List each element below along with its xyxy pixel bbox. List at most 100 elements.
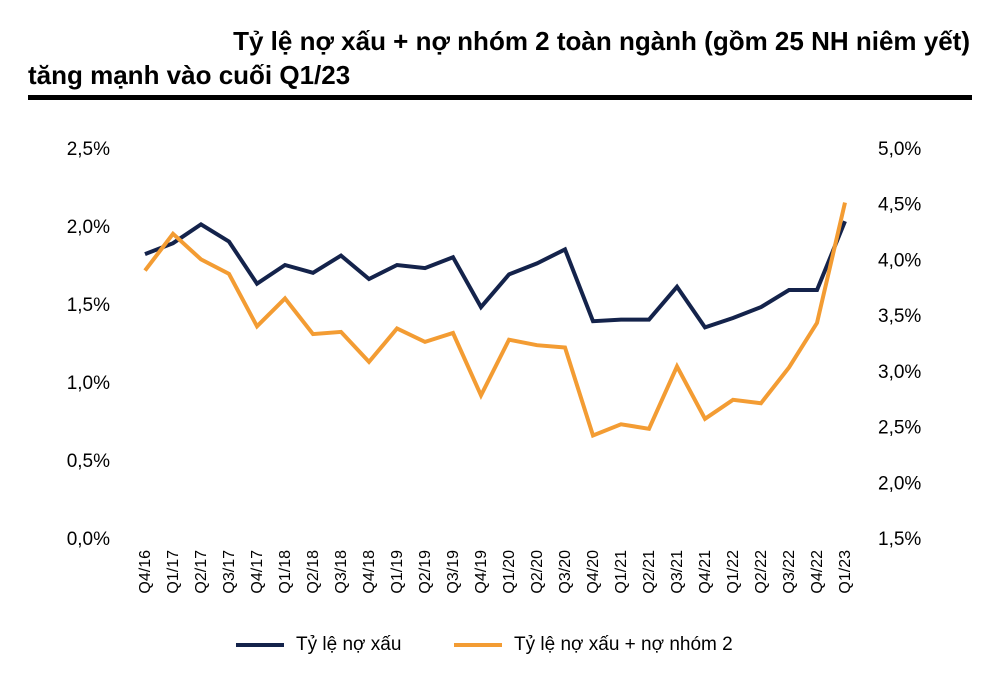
legend-item-series1: Tỷ lệ nợ xấu <box>236 634 401 656</box>
data-point-series1 <box>563 247 567 251</box>
data-point-series2 <box>591 433 595 437</box>
data-point-series1 <box>479 305 483 309</box>
right-axis: 1,5% 2,0% 2,5% 3,0% 3,5% 4,0% 4,5% 5,0% <box>878 139 921 550</box>
data-point-series2 <box>143 269 147 273</box>
legend-item-series2: Tỷ lệ nợ xấu + nợ nhóm 2 <box>454 634 733 656</box>
x-tick-label: Q1/21 <box>613 550 630 594</box>
right-tick-label: 3,5% <box>878 306 921 327</box>
data-point-series1 <box>395 263 399 267</box>
data-point-series2 <box>227 272 231 276</box>
x-tick-label: Q3/17 <box>221 550 238 594</box>
x-tick-label: Q4/21 <box>697 550 714 594</box>
data-point-series1 <box>199 222 203 226</box>
x-tick-label: Q3/20 <box>557 550 574 594</box>
data-point-series2 <box>759 401 763 405</box>
data-point-series1 <box>535 261 539 265</box>
line-chart: 0,0% 0,5% 1,0% 1,5% 2,0% 2,5% 1,5% 2,0% 2,5% 3,0… <box>67 139 922 594</box>
data-point-series2 <box>815 321 819 325</box>
x-tick-label: Q3/22 <box>781 550 798 594</box>
x-tick-label: Q4/16 <box>137 550 154 594</box>
x-tick-label: Q1/19 <box>389 550 406 594</box>
x-tick-label: Q1/23 <box>837 550 854 594</box>
right-tick-label: 2,0% <box>878 473 921 494</box>
x-tick-label: Q1/18 <box>277 550 294 594</box>
right-tick-label: 4,0% <box>878 250 921 271</box>
data-point-series2 <box>535 343 539 347</box>
right-tick-label: 1,5% <box>878 529 921 550</box>
data-point-series2 <box>507 338 511 342</box>
data-point-series2 <box>675 364 679 368</box>
data-point-series1 <box>843 219 847 223</box>
x-tick-label: Q4/18 <box>361 550 378 594</box>
data-point-series2 <box>367 360 371 364</box>
x-tick-label: Q4/17 <box>249 550 266 594</box>
series-line-1 <box>144 220 847 330</box>
left-tick-label: 2,5% <box>67 139 110 160</box>
chart-title-line1: Tỷ lệ nợ xấu + nợ nhóm 2 toàn ngành (gồm… <box>233 26 970 56</box>
x-tick-label: Q1/17 <box>165 550 182 594</box>
x-tick-label: Q1/22 <box>725 550 742 594</box>
data-point-series2 <box>283 296 287 300</box>
right-tick-label: 4,5% <box>878 195 921 216</box>
chart-title: Tỷ lệ nợ xấu + nợ nhóm 2 toàn ngành (gồm… <box>28 24 978 92</box>
left-tick-label: 0,0% <box>67 529 110 550</box>
data-point-series2 <box>647 427 651 431</box>
data-point-series1 <box>647 318 651 322</box>
data-point-series1 <box>703 325 707 329</box>
legend-swatch-series1 <box>236 643 284 647</box>
x-tick-label: Q3/18 <box>333 550 350 594</box>
data-point-series1 <box>283 263 287 267</box>
left-axis: 0,0% 0,5% 1,0% 1,5% 2,0% 2,5% <box>67 139 110 550</box>
data-point-series1 <box>423 266 427 270</box>
right-tick-label: 5,0% <box>878 139 921 160</box>
data-point-series1 <box>367 277 371 281</box>
right-tick-label: 3,0% <box>878 362 921 383</box>
data-point-series1 <box>675 285 679 289</box>
data-point-series2 <box>479 393 483 397</box>
x-tick-label: Q4/20 <box>585 550 602 594</box>
data-point-series1 <box>227 240 231 244</box>
data-point-series2 <box>731 398 735 402</box>
data-point-series1 <box>507 272 511 276</box>
data-point-series2 <box>255 324 259 328</box>
x-tick-label: Q4/19 <box>473 550 490 594</box>
data-point-series2 <box>563 345 567 349</box>
x-tick-label: Q2/17 <box>193 550 210 594</box>
left-tick-label: 1,5% <box>67 295 110 316</box>
data-point-series2 <box>787 366 791 370</box>
right-tick-label: 2,5% <box>878 418 921 439</box>
data-point-series2 <box>171 232 175 236</box>
left-tick-label: 1,0% <box>67 373 110 394</box>
data-point-series2 <box>451 331 455 335</box>
x-tick-label: Q2/20 <box>529 550 546 594</box>
chart-title-line2: tăng mạnh vào cuối Q1/23 <box>28 60 351 90</box>
data-point-series1 <box>311 271 315 275</box>
plot-area <box>143 202 847 439</box>
title-rule <box>28 95 972 100</box>
x-tick-label: Q2/22 <box>753 550 770 594</box>
data-point-series1 <box>787 288 791 292</box>
data-point-series1 <box>591 319 595 323</box>
x-tick-label: Q4/22 <box>809 550 826 594</box>
legend: Tỷ lệ nợ xấu Tỷ lệ nợ xấu + nợ nhóm 2 <box>0 634 1000 662</box>
legend-label-series2: Tỷ lệ nợ xấu + nợ nhóm 2 <box>514 634 733 655</box>
data-point-series2 <box>423 340 427 344</box>
data-point-series2 <box>703 417 707 421</box>
left-tick-label: 0,5% <box>67 451 110 472</box>
data-point-series2 <box>395 327 399 331</box>
legend-label-series1: Tỷ lệ nợ xấu <box>296 634 402 655</box>
x-axis: Q4/16 Q1/17 Q2/17 Q3/17 Q4/17 Q1/18 Q2/18 Q3/18… <box>137 550 854 594</box>
data-point-series1 <box>759 305 763 309</box>
data-point-series1 <box>143 252 147 256</box>
data-point-series2 <box>619 422 623 426</box>
x-tick-label: Q2/18 <box>305 550 322 594</box>
data-point-series1 <box>815 288 819 292</box>
x-tick-label: Q3/19 <box>445 550 462 594</box>
data-point-series1 <box>619 318 623 322</box>
x-tick-label: Q2/19 <box>417 550 434 594</box>
data-point-series2 <box>311 332 315 336</box>
x-tick-label: Q2/21 <box>641 550 658 594</box>
x-tick-label: Q3/21 <box>669 550 686 594</box>
data-point-series1 <box>451 255 455 259</box>
data-point-series1 <box>339 254 343 258</box>
